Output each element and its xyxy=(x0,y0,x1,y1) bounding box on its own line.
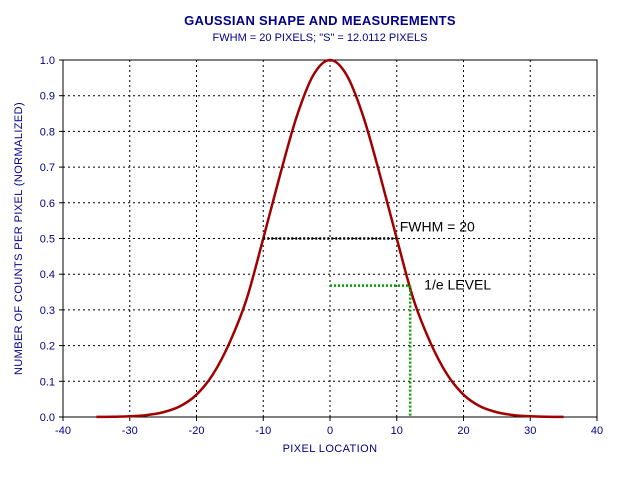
gaussian-curve xyxy=(96,58,564,419)
x-tick-label: 40 xyxy=(591,425,603,437)
y-tick-label: 0.8 xyxy=(40,126,55,138)
x-tick-label: 30 xyxy=(524,425,536,437)
y-tick-label: 0.0 xyxy=(40,412,55,424)
x-tick-label: 20 xyxy=(457,425,469,437)
chart-title: GAUSSIAN SHAPE AND MEASUREMENTS xyxy=(184,13,456,28)
x-axis-label: PIXEL LOCATION xyxy=(283,443,378,455)
x-tick-label: -30 xyxy=(122,425,138,437)
y-tick-label: 0.2 xyxy=(40,341,55,353)
x-tick-label: -40 xyxy=(55,425,71,437)
y-tick-label: 0.3 xyxy=(40,305,55,317)
y-tick-label: 0.6 xyxy=(40,198,55,210)
y-tick-label: 1.0 xyxy=(40,55,55,67)
fwhm-label: FWHM = 20 xyxy=(400,219,475,235)
y-tick-label: 0.1 xyxy=(40,376,55,388)
y-tick-label: 0.9 xyxy=(40,91,55,103)
x-tick-label: -10 xyxy=(255,425,271,437)
x-tick-label: 0 xyxy=(327,425,333,437)
x-tick-label: 10 xyxy=(391,425,403,437)
y-axis-label: NUMBER OF COUNTS PER PIXEL (NORMALIZED) xyxy=(13,102,25,375)
y-tick-label: 0.4 xyxy=(40,269,55,281)
one-over-e-label: 1/e LEVEL xyxy=(424,277,491,293)
y-tick-label: 0.5 xyxy=(40,234,55,246)
y-tick-label: 0.7 xyxy=(40,162,55,174)
x-tick-label: -20 xyxy=(189,425,205,437)
chart-subtitle: FWHM = 20 PIXELS; "S" = 12.0112 PIXELS xyxy=(212,32,428,44)
